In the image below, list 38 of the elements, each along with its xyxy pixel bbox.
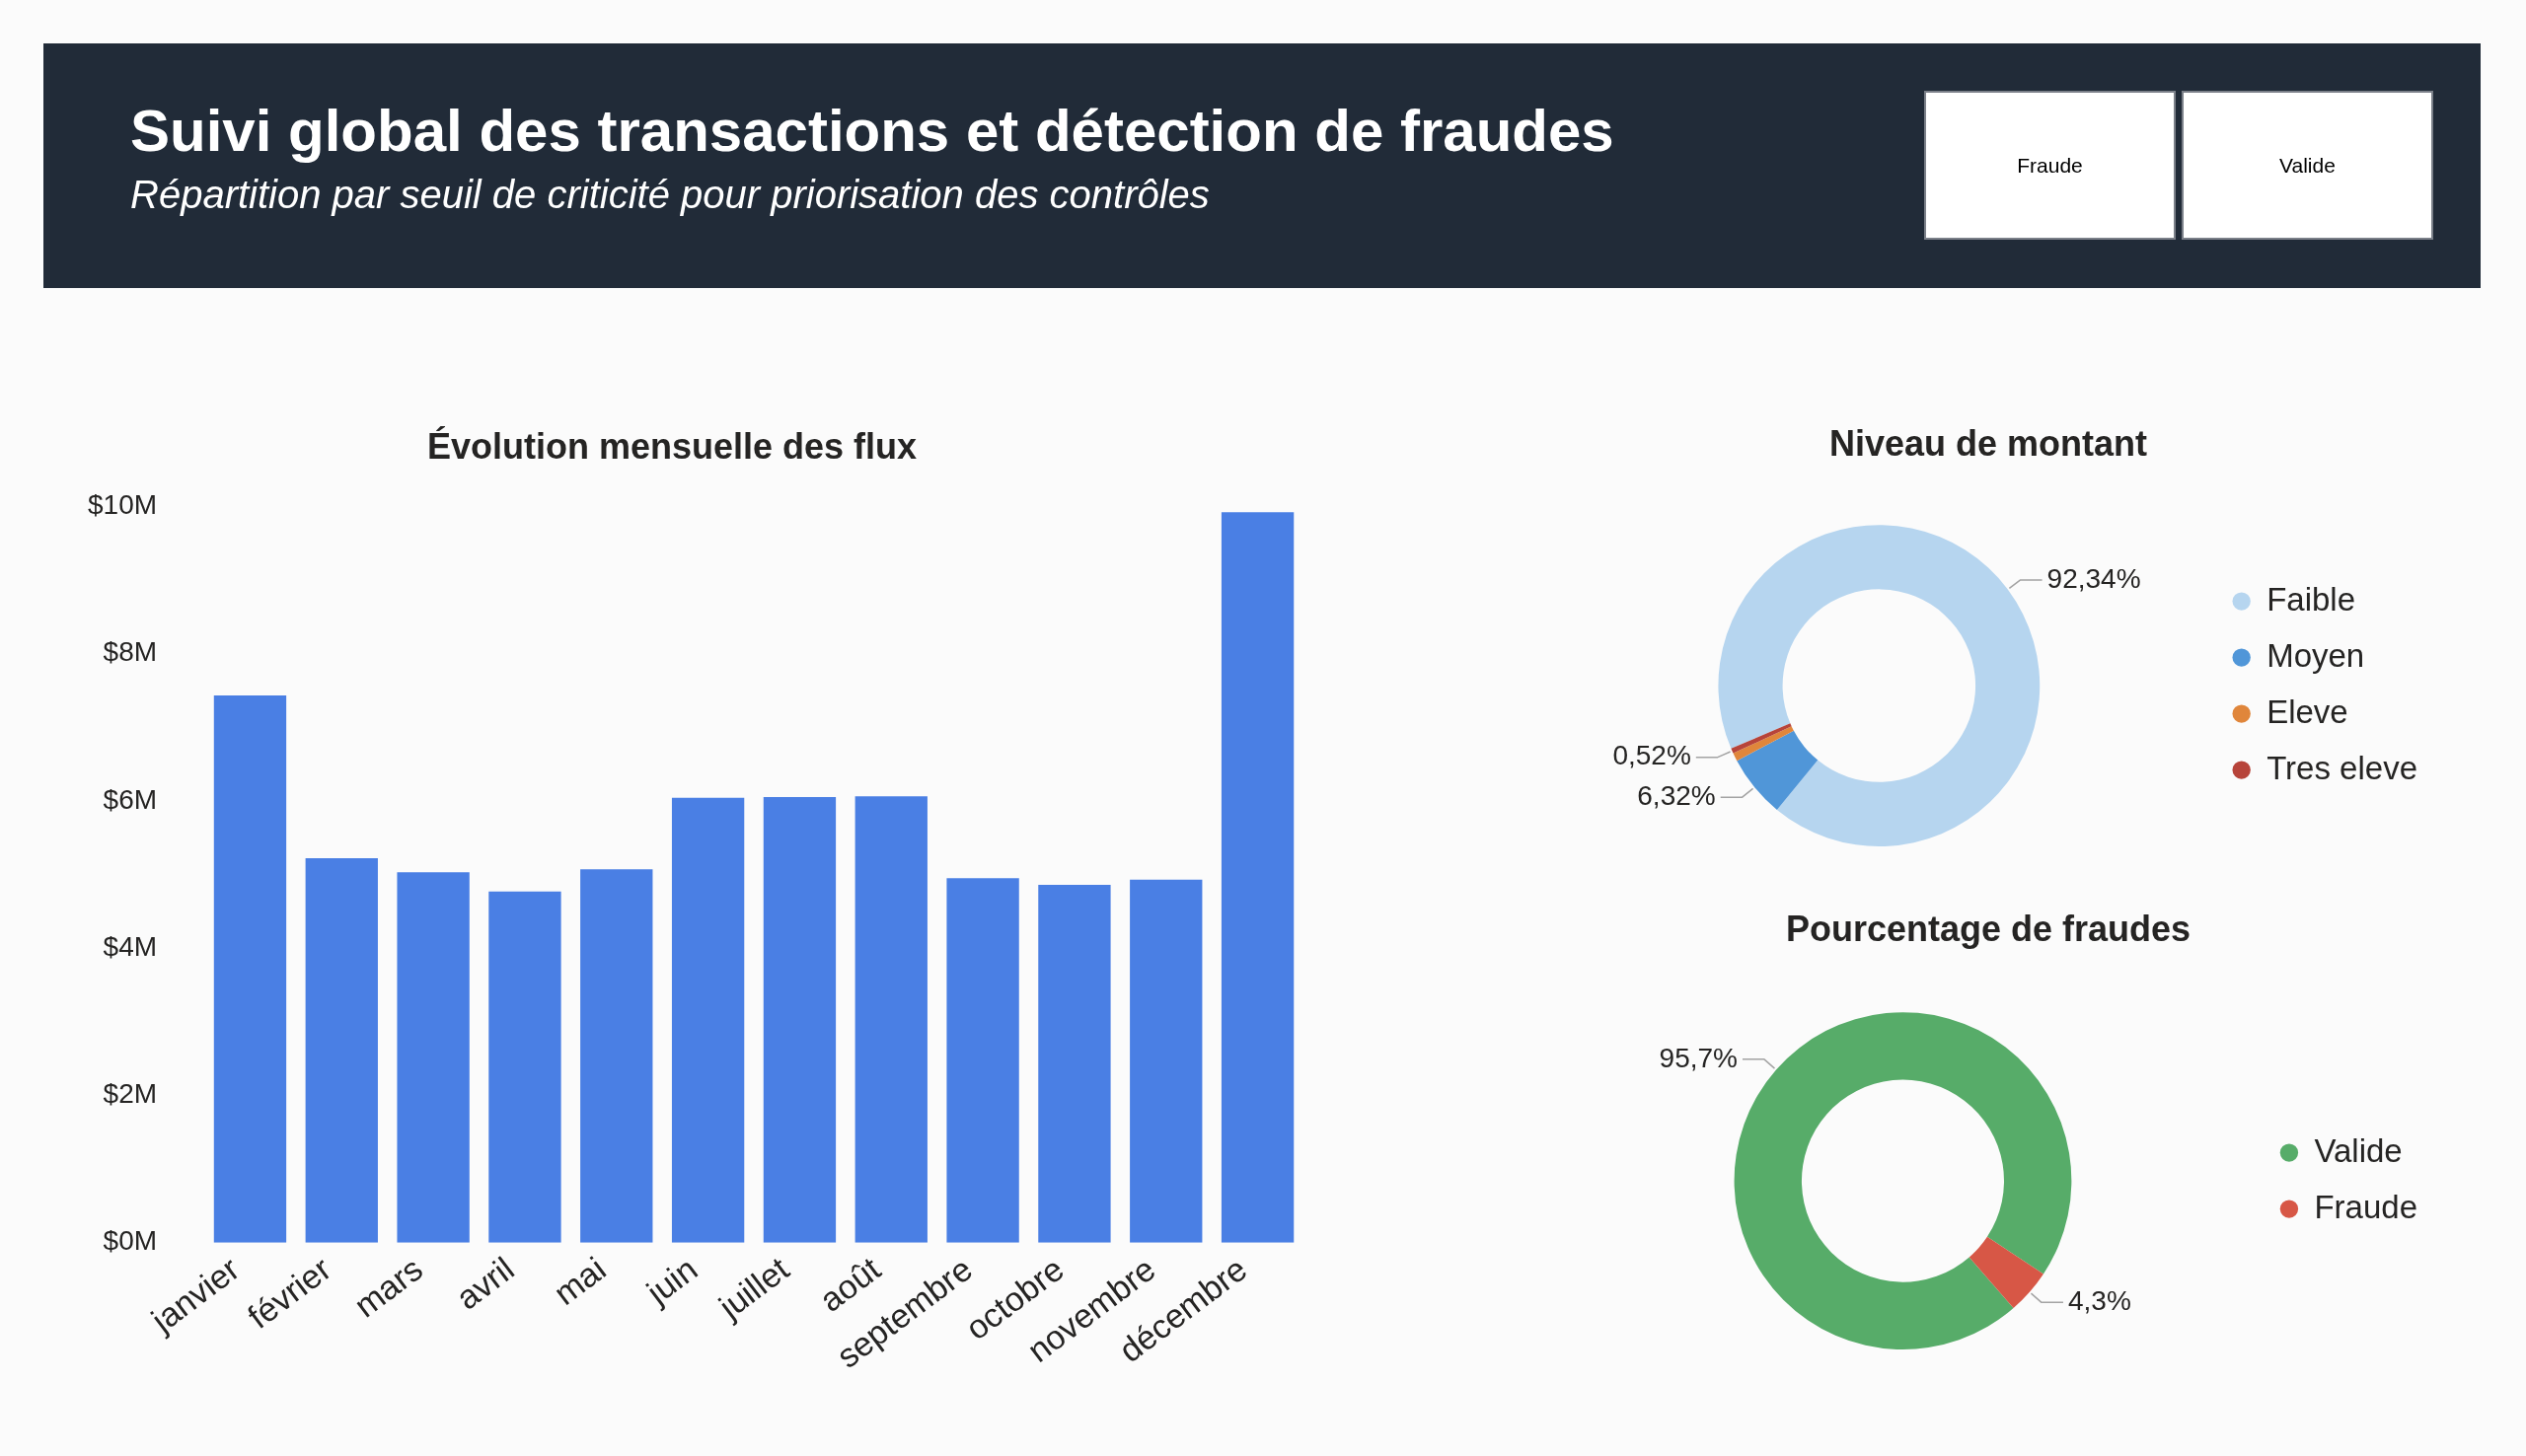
bar [213, 695, 287, 1243]
bar [488, 891, 561, 1243]
chart-title: Niveau de montant [1828, 422, 2148, 464]
bar [946, 878, 1019, 1243]
data-label: 95,7% [1659, 1042, 1738, 1073]
x-tick-label: juin [638, 1249, 705, 1312]
legend-label: Moyen [2266, 636, 2365, 674]
bar [671, 797, 745, 1243]
bar [1130, 879, 1203, 1243]
chart-title: Évolution mensuelle des flux [426, 425, 918, 467]
legend-label: Eleve [2266, 692, 2348, 730]
legend-label: Fraude [2314, 1188, 2417, 1225]
bar [854, 796, 928, 1243]
legend-label: Faible [2266, 580, 2356, 618]
data-label: 4,3% [2067, 1285, 2131, 1317]
bar [580, 869, 653, 1243]
y-tick-label: $2M [103, 1078, 158, 1110]
y-tick-label: $0M [103, 1225, 158, 1257]
y-tick-label: $6M [103, 783, 158, 815]
chart-title: Pourcentage de fraudes [1785, 908, 2192, 949]
data-label: 6,32% [1637, 779, 1716, 811]
bar [305, 858, 378, 1243]
bar [1221, 512, 1295, 1243]
legend-label: Tres eleve [2266, 749, 2418, 786]
bar [397, 872, 470, 1243]
bar [1038, 884, 1111, 1243]
x-tick-label: mars [346, 1249, 429, 1325]
bar [763, 797, 837, 1243]
legend-label: Valide [2314, 1131, 2403, 1169]
x-tick-label: avril [449, 1249, 521, 1317]
data-label: 0,52% [1612, 740, 1691, 771]
y-tick-label: $8M [103, 636, 158, 668]
data-label: 92,34% [2046, 562, 2141, 594]
text: Suivi global des transactions et détection de fraudes [130, 98, 1614, 164]
y-tick-label: $10M [87, 488, 158, 520]
y-tick-label: $4M [103, 930, 158, 962]
x-tick-label: mai [547, 1249, 613, 1313]
text: Répartition par seuil de criticité pour priorisation des contrôles [130, 173, 1210, 216]
